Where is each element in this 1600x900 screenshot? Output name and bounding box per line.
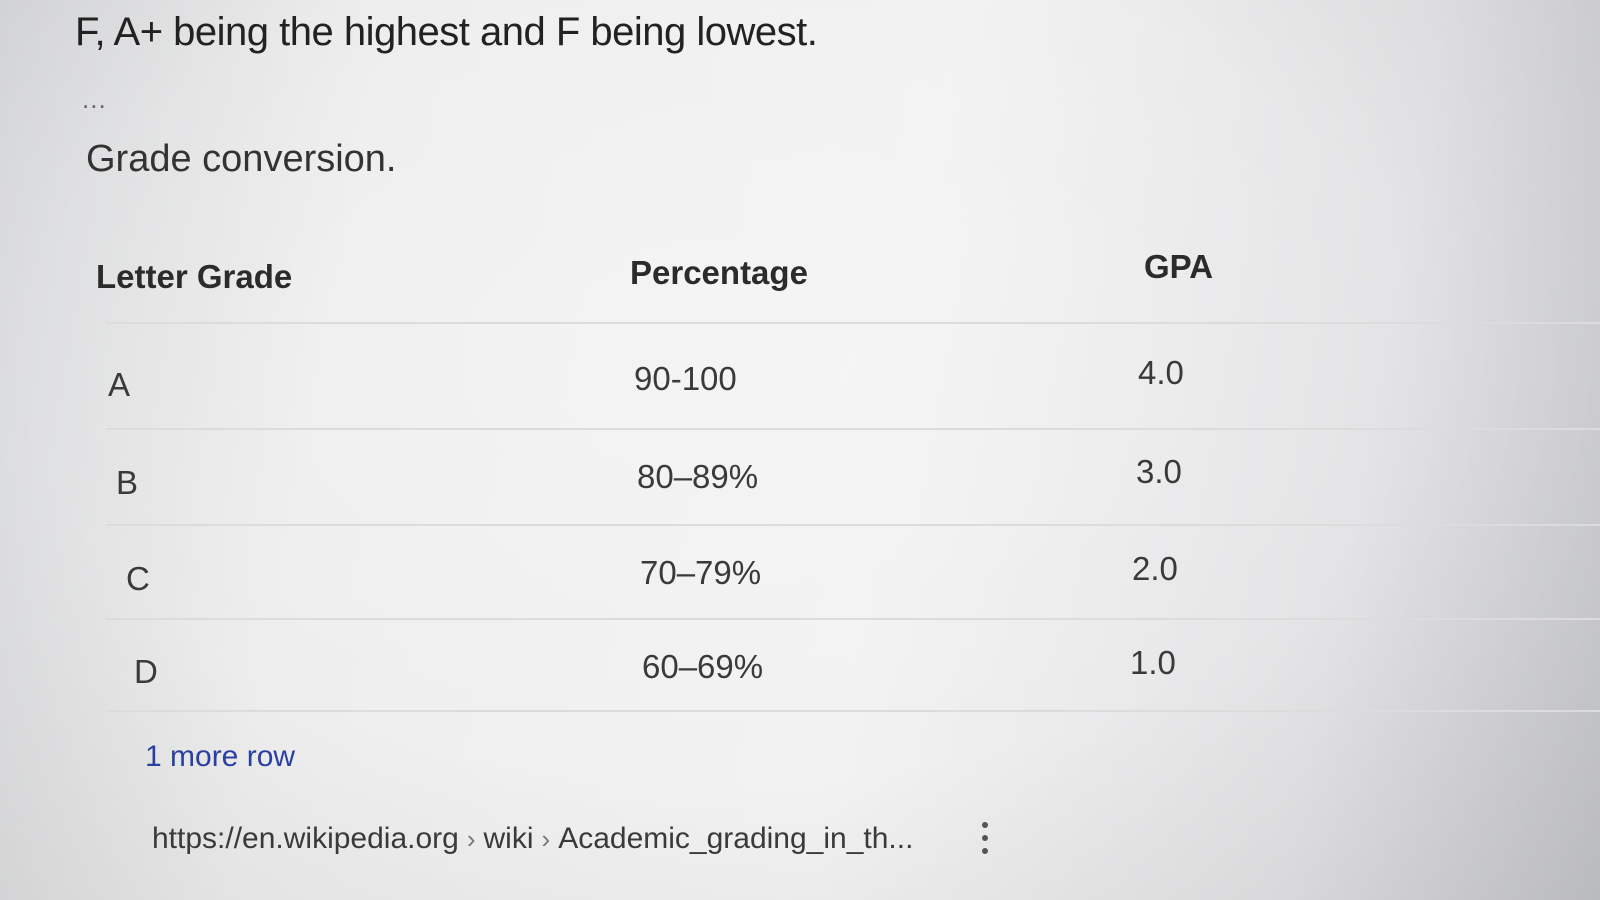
- cell-letter-grade: A: [108, 366, 131, 403]
- table-title: Grade conversion.: [86, 138, 397, 180]
- table-divider: [106, 618, 1600, 620]
- header-gpa: GPA: [1144, 248, 1214, 285]
- more-vertical-icon[interactable]: [975, 818, 995, 858]
- cell-gpa: 4.0: [1138, 354, 1184, 391]
- table-divider: [106, 524, 1600, 526]
- source-domain[interactable]: https://en.wikipedia.org: [152, 822, 459, 855]
- table-divider: [106, 710, 1600, 712]
- header-percentage: Percentage: [630, 254, 808, 291]
- cell-percentage: 70–79%: [640, 554, 762, 591]
- table-divider: [106, 428, 1600, 430]
- header-letter-grade: Letter Grade: [96, 258, 293, 295]
- cell-percentage: 80–89%: [637, 458, 759, 495]
- breadcrumb-separator: ›: [466, 823, 476, 854]
- cell-letter-grade: D: [134, 653, 158, 690]
- snippet-text: F, A+ being the highest and F being lowe…: [75, 10, 818, 54]
- cell-letter-grade: C: [126, 560, 150, 597]
- cell-gpa: 2.0: [1132, 550, 1178, 587]
- snippet-ellipsis: ...: [82, 84, 107, 114]
- cell-percentage: 90-100: [634, 360, 737, 397]
- more-rows-link[interactable]: 1 more row: [145, 740, 296, 773]
- table-divider: [106, 322, 1600, 324]
- cell-gpa: 3.0: [1136, 453, 1182, 490]
- source-breadcrumb[interactable]: https://en.wikipedia.org › wiki › Academ…: [152, 822, 913, 856]
- cell-gpa: 1.0: [1130, 644, 1176, 681]
- cell-percentage: 60–69%: [642, 648, 764, 685]
- breadcrumb-separator: ›: [541, 823, 551, 854]
- cell-letter-grade: B: [116, 464, 139, 501]
- source-crumb[interactable]: wiki: [483, 822, 534, 855]
- source-crumb[interactable]: Academic_grading_in_th...: [558, 822, 914, 855]
